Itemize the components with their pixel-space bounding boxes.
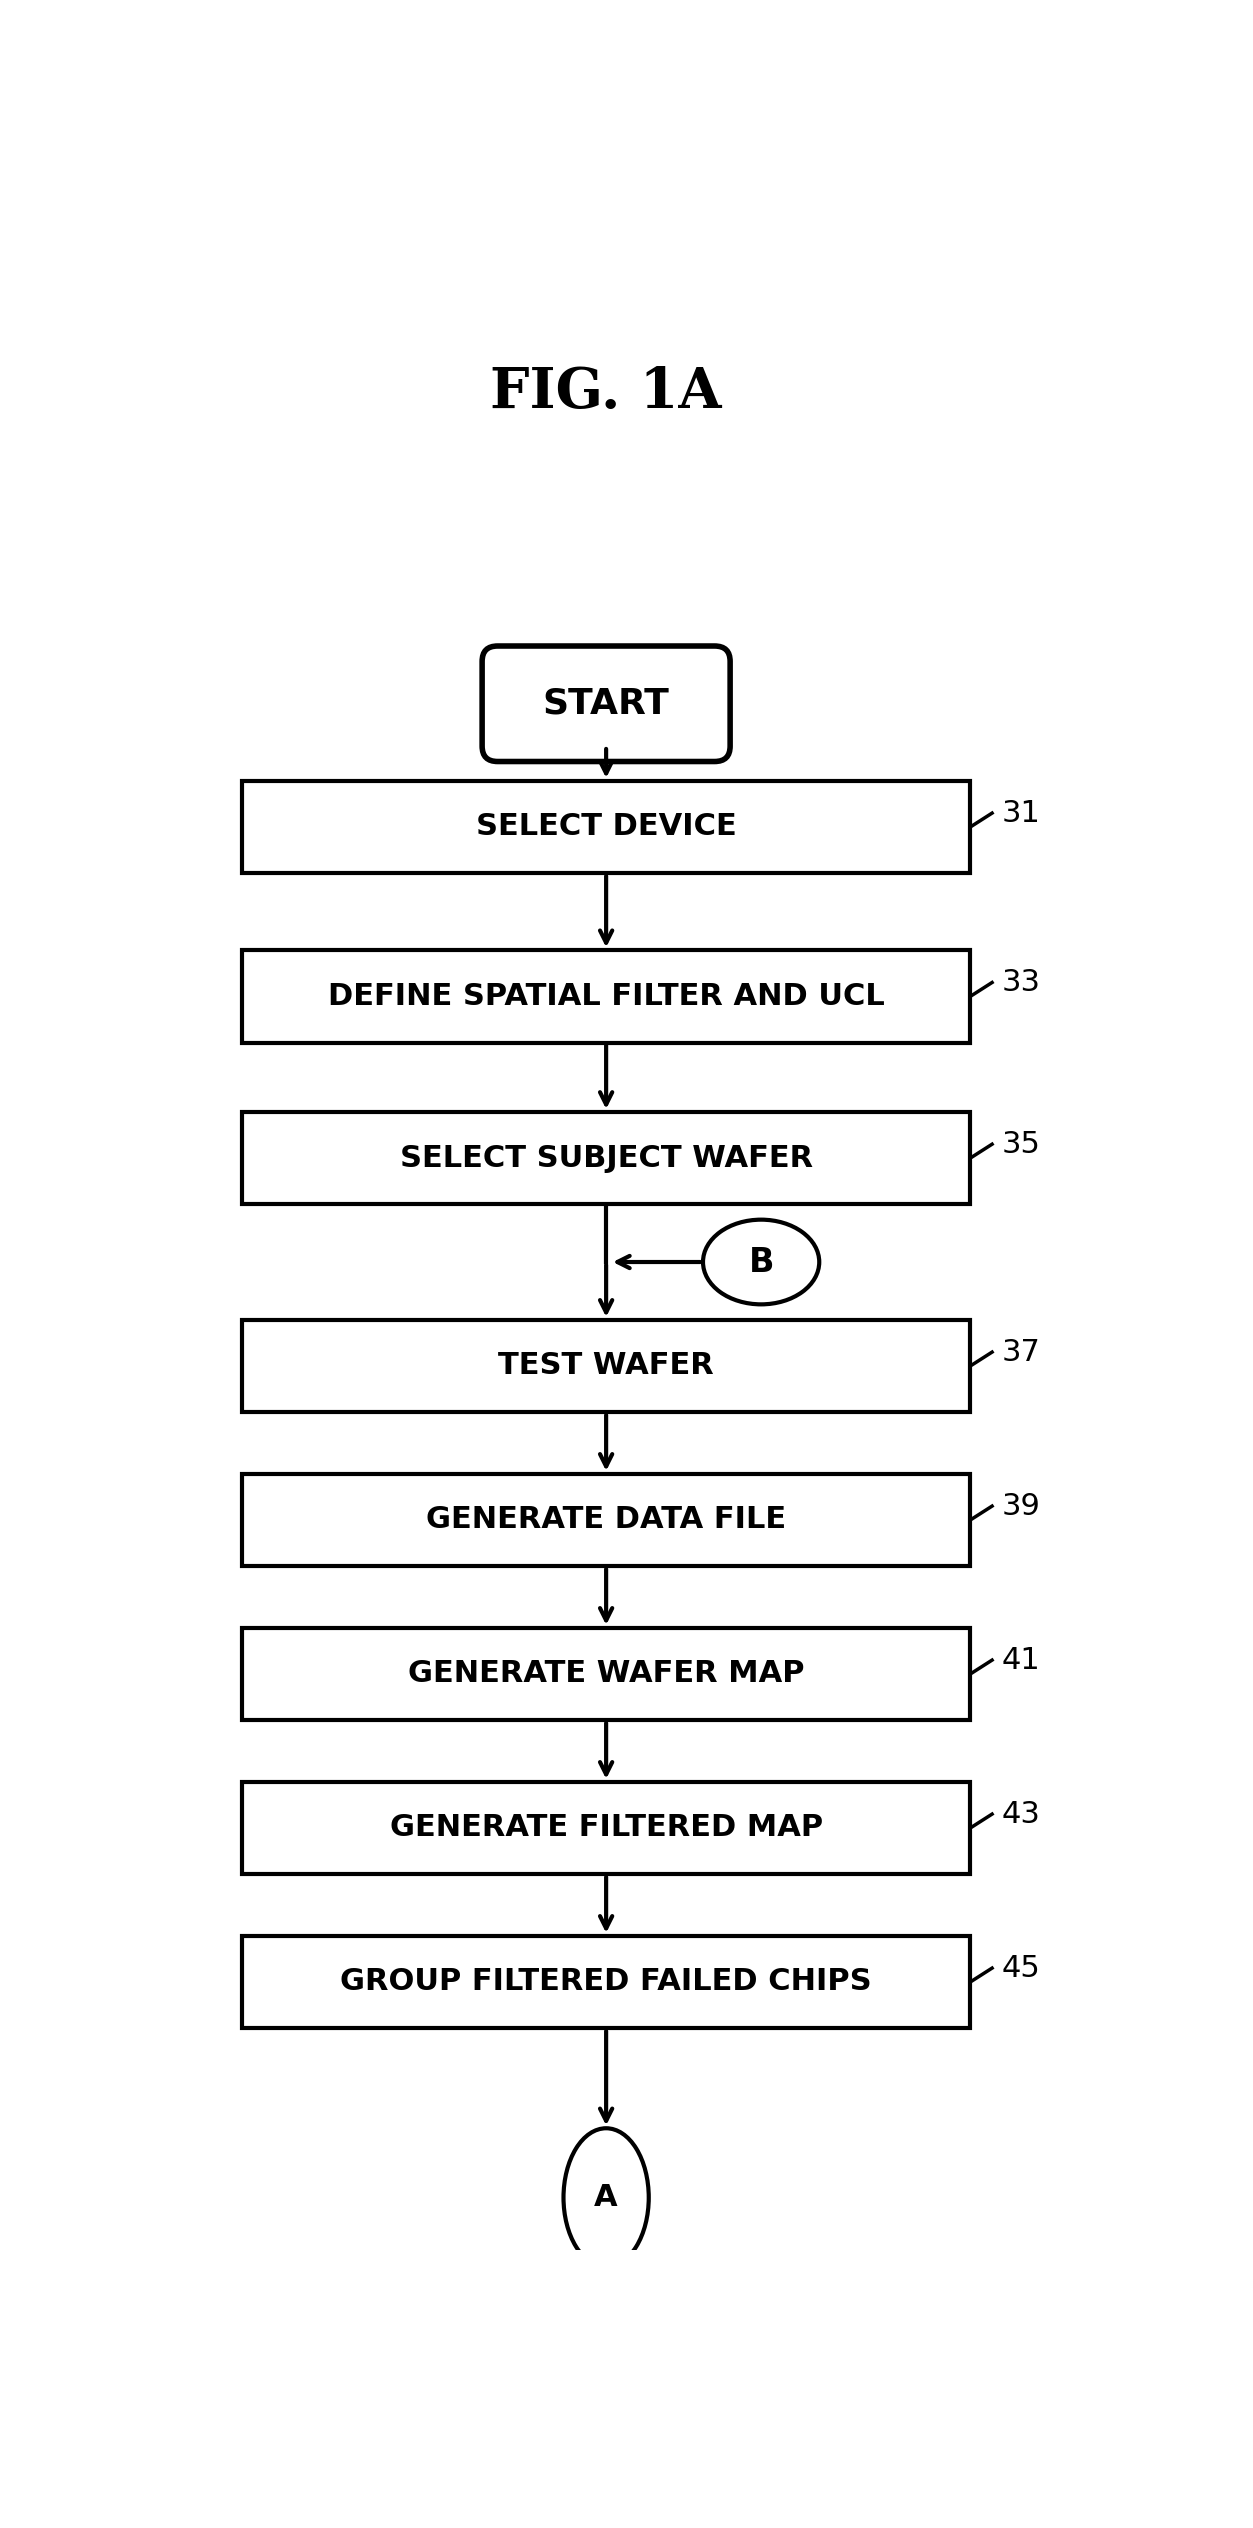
FancyBboxPatch shape (242, 1112, 970, 1203)
FancyBboxPatch shape (242, 1474, 970, 1567)
Text: B: B (748, 1246, 774, 1279)
Ellipse shape (703, 1218, 819, 1304)
FancyBboxPatch shape (242, 951, 970, 1042)
Text: A: A (594, 2184, 618, 2212)
Text: SELECT SUBJECT WAFER: SELECT SUBJECT WAFER (400, 1143, 813, 1173)
Text: GROUP FILTERED FAILED CHIPS: GROUP FILTERED FAILED CHIPS (341, 1967, 872, 1997)
FancyBboxPatch shape (242, 1936, 970, 2027)
Text: 35: 35 (1001, 1130, 1040, 1158)
FancyBboxPatch shape (242, 781, 970, 872)
Text: 37: 37 (1001, 1337, 1040, 1368)
Text: 33: 33 (1001, 968, 1040, 996)
Text: TEST WAFER: TEST WAFER (499, 1352, 714, 1380)
Ellipse shape (564, 2129, 649, 2268)
Text: 39: 39 (1001, 1492, 1040, 1522)
Text: 43: 43 (1001, 1800, 1040, 1828)
Text: SELECT DEVICE: SELECT DEVICE (476, 811, 737, 842)
Text: FIG. 1A: FIG. 1A (490, 364, 722, 420)
FancyBboxPatch shape (242, 1320, 970, 1413)
FancyBboxPatch shape (482, 647, 730, 761)
Text: GENERATE DATA FILE: GENERATE DATA FILE (426, 1507, 786, 1534)
FancyBboxPatch shape (242, 1782, 970, 1873)
FancyBboxPatch shape (242, 1628, 970, 1719)
Text: 45: 45 (1001, 1954, 1040, 1982)
Text: GENERATE FILTERED MAP: GENERATE FILTERED MAP (390, 1813, 823, 1843)
Text: DEFINE SPATIAL FILTER AND UCL: DEFINE SPATIAL FILTER AND UCL (328, 981, 885, 1011)
Text: GENERATE WAFER MAP: GENERATE WAFER MAP (408, 1658, 804, 1689)
Text: 41: 41 (1001, 1646, 1040, 1674)
Text: START: START (543, 688, 669, 720)
Text: 31: 31 (1001, 799, 1040, 827)
